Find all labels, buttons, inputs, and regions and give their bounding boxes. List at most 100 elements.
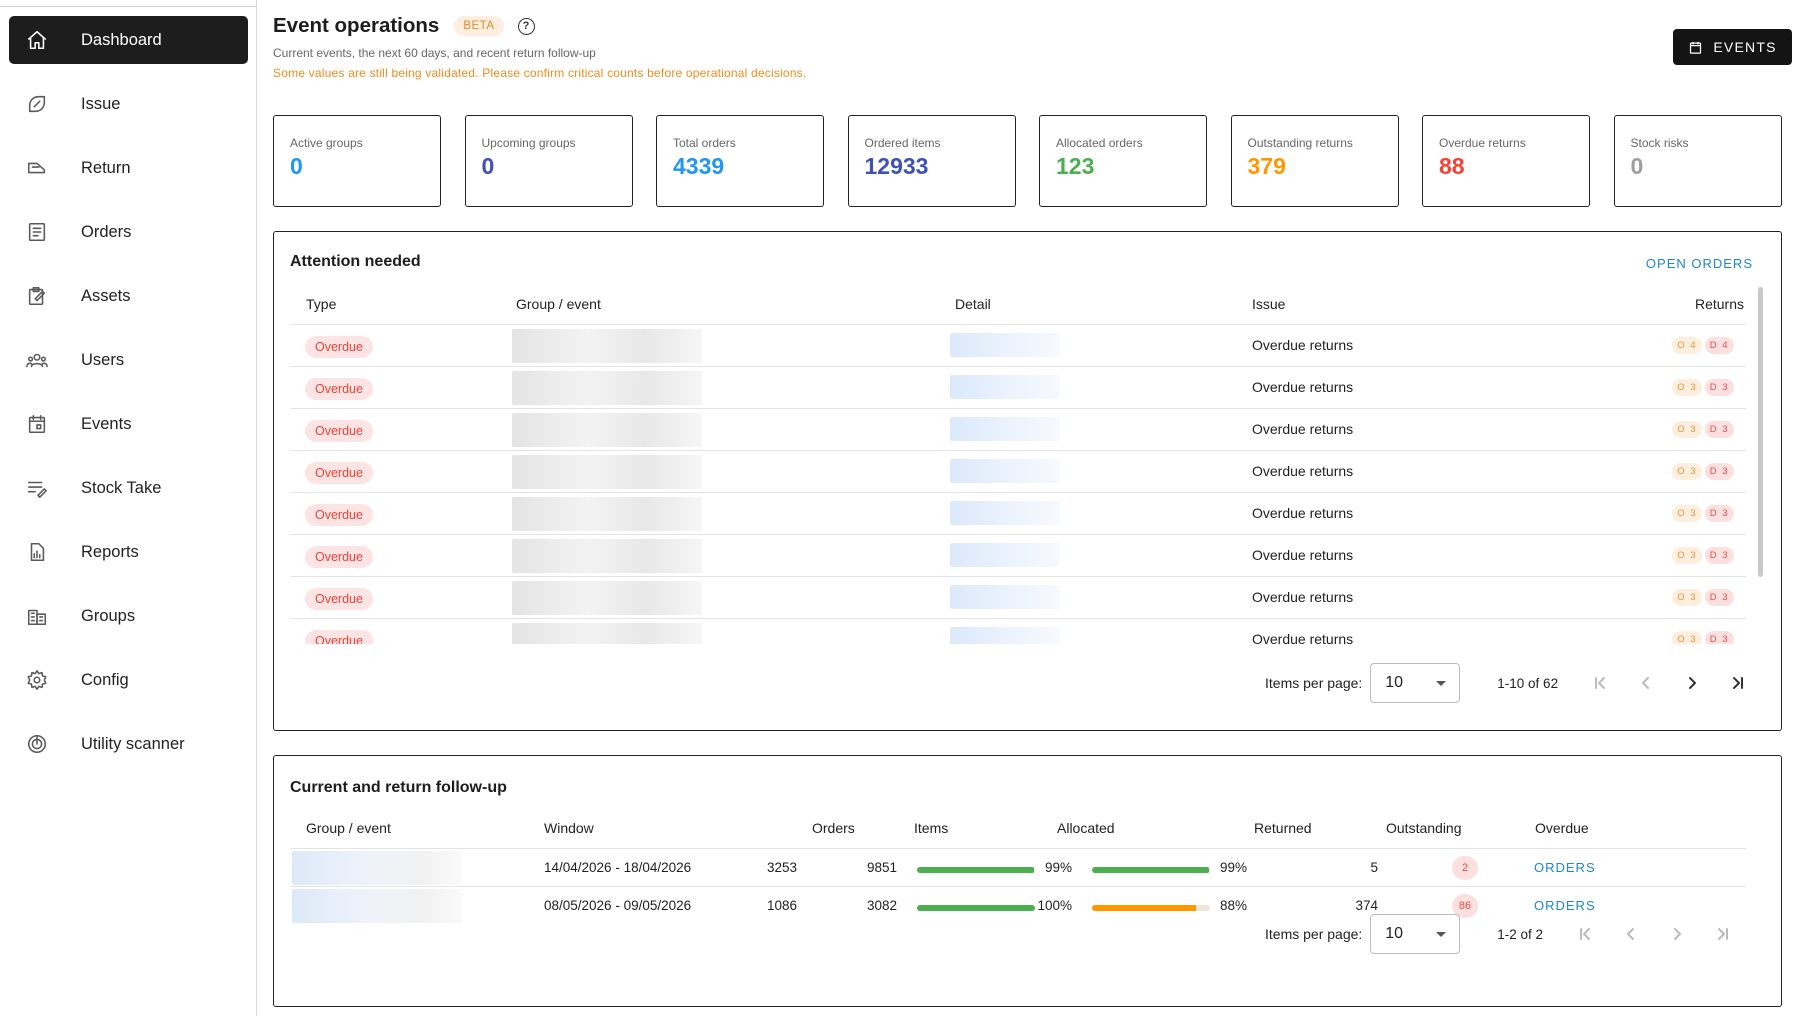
allocated-percent: 100% — [1037, 898, 1072, 913]
sidebar-item-utility-scanner[interactable]: Utility scanner — [9, 720, 248, 768]
previous-page-button[interactable] — [1619, 922, 1643, 946]
returned-percent: 88% — [1219, 898, 1247, 913]
sidebar-item-groups[interactable]: Groups — [9, 592, 248, 640]
sidebar-item-label: Utility scanner — [81, 734, 185, 753]
sidebar-item-assets[interactable]: Assets — [9, 272, 248, 320]
page-title: Event operations — [273, 14, 440, 37]
column-header-issue[interactable]: Issue — [1252, 296, 1286, 312]
orders-link[interactable]: ORDERS — [1534, 860, 1596, 875]
orders-link[interactable]: ORDERS — [1534, 898, 1596, 913]
table-row[interactable]: 08/05/2026 - 09/05/2026 1086 3082 100% 88% 37… — [290, 886, 1746, 924]
kpi-label: Stock risks — [1630, 136, 1689, 150]
sidebar-item-issue[interactable]: Issue — [9, 80, 248, 128]
gear-icon — [26, 669, 48, 691]
next-page-button[interactable] — [1680, 671, 1704, 695]
column-header-window[interactable]: Window — [544, 820, 594, 836]
issue-cell: Overdue returns — [1252, 379, 1354, 395]
previous-page-button[interactable] — [1634, 671, 1658, 695]
returned-bar — [1092, 905, 1210, 911]
group-event-cell — [292, 889, 462, 923]
kpi-value: 12933 — [864, 153, 929, 179]
column-header-returns[interactable]: Returns — [1694, 296, 1744, 312]
returned-bar-fill — [1092, 867, 1209, 873]
group-event-cell — [512, 455, 702, 489]
column-header-outstanding[interactable]: Outstanding — [1386, 820, 1462, 836]
attention-panel: Attention needed OPEN ORDERS Type Group … — [273, 231, 1782, 731]
issue-cell: Overdue returns — [1252, 463, 1354, 479]
overdue-pill: D 3 — [1704, 547, 1734, 564]
window-cell: 14/04/2026 - 18/04/2026 — [544, 860, 692, 875]
outstanding-pill: O 3 — [1672, 505, 1702, 522]
group-event-cell — [512, 623, 702, 644]
sidebar-item-events[interactable]: Events — [9, 400, 248, 448]
first-page-button[interactable] — [1588, 671, 1612, 695]
kpi-label: Active groups — [290, 136, 363, 150]
column-header-overdue[interactable]: Overdue — [1535, 820, 1589, 836]
first-page-icon — [1595, 677, 1606, 689]
table-row[interactable]: 14/04/2026 - 18/04/2026 3253 9851 99% 99% 5 2 O… — [290, 848, 1746, 886]
chevron-right-icon — [1689, 677, 1697, 689]
issue-cell: Overdue returns — [1252, 589, 1354, 605]
overdue-pill: D 3 — [1704, 505, 1734, 522]
sidebar-item-users[interactable]: Users — [9, 336, 248, 384]
type-chip: Overdue — [305, 630, 373, 644]
kpi-label: Overdue returns — [1439, 136, 1526, 150]
column-header-allocated[interactable]: Allocated — [1057, 820, 1115, 836]
items-per-page-select[interactable]: 10 — [1370, 663, 1461, 703]
outstanding-pill: O 3 — [1672, 547, 1702, 564]
sidebar-item-orders[interactable]: Orders — [9, 208, 248, 256]
column-header-type[interactable]: Type — [306, 296, 337, 312]
column-header-group-event[interactable]: Group / event — [516, 296, 601, 312]
sidebar-item-label: Reports — [81, 542, 139, 561]
issue-cell: Overdue returns — [1252, 337, 1354, 353]
sidebar-item-label: Stock Take — [81, 478, 162, 497]
sidebar-item-dashboard[interactable]: Dashboard — [9, 16, 248, 64]
table-scrollbar[interactable] — [1758, 287, 1763, 577]
kpi-label: Outstanding returns — [1247, 136, 1353, 150]
help-icon[interactable]: ? — [517, 17, 535, 35]
outstanding-cell: 374 — [1355, 898, 1378, 913]
attention-pagination: Items per page: 10 1-10 of 62 — [1265, 663, 1750, 703]
sidebar-item-label: Config — [81, 670, 129, 689]
detail-cell — [950, 627, 1060, 644]
sidebar-item-label: Return — [81, 158, 131, 177]
group-event-cell — [512, 497, 702, 531]
events-button[interactable]: EVENTS — [1673, 29, 1792, 65]
column-header-returned[interactable]: Returned — [1254, 820, 1312, 836]
items-per-page-select[interactable]: 10 — [1370, 914, 1461, 954]
sidebar-item-reports[interactable]: Reports — [9, 528, 248, 576]
page-range: 1-2 of 2 — [1497, 926, 1544, 942]
last-page-button[interactable] — [1726, 671, 1750, 695]
outstanding-pill: O 3 — [1672, 589, 1702, 606]
sidebar-item-return[interactable]: Return — [9, 144, 248, 192]
last-page-button[interactable] — [1711, 922, 1735, 946]
overdue-pill: D 3 — [1704, 463, 1734, 480]
column-header-orders[interactable]: Orders — [812, 820, 855, 836]
first-page-icon — [1580, 928, 1591, 940]
kpi-label: Allocated orders — [1056, 136, 1143, 150]
sidebar-item-stock-take[interactable]: Stock Take — [9, 464, 248, 512]
sidebar-item-config[interactable]: Config — [9, 656, 248, 704]
open-orders-link[interactable]: OPEN ORDERS — [1645, 256, 1753, 271]
first-page-button[interactable] — [1573, 922, 1597, 946]
column-header-items[interactable]: Items — [914, 820, 949, 836]
kpi-value: 379 — [1247, 153, 1286, 179]
detail-cell — [950, 417, 1060, 441]
sidebar-divider — [0, 6, 257, 7]
next-page-button[interactable] — [1665, 922, 1689, 946]
column-header-group-event[interactable]: Group / event — [306, 820, 391, 836]
scanner-icon — [26, 733, 48, 755]
followup-pagination: Items per page: 10 1-2 of 2 — [1265, 914, 1735, 954]
kpi-active-groups: Active groups 0 — [273, 115, 441, 207]
reports-icon — [26, 541, 48, 563]
column-header-detail[interactable]: Detail — [955, 296, 991, 312]
